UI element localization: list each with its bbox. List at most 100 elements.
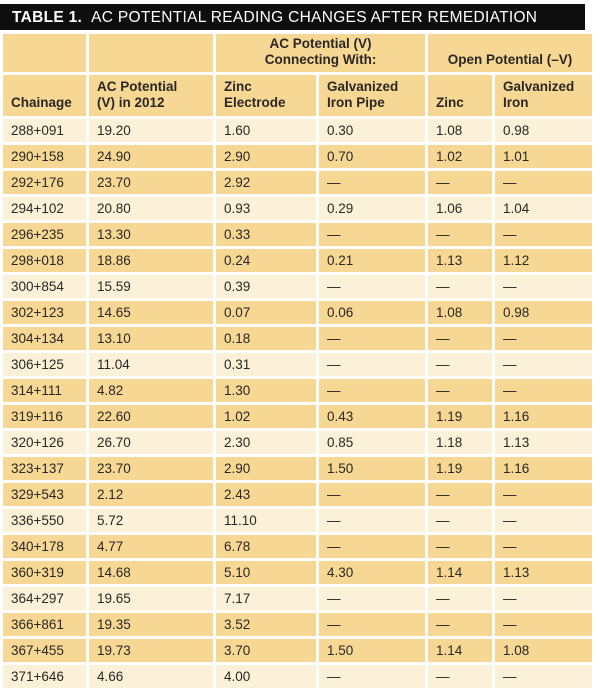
value-cell: 19.73: [89, 639, 213, 662]
value-cell: 20.80: [89, 197, 213, 220]
table-row: 296+235 13.30 0.33— — —: [3, 223, 593, 246]
value-cell: —: [428, 275, 493, 298]
value-cell: —: [495, 665, 593, 688]
value-cell: 0.39: [216, 275, 316, 298]
value-cell: 0.07: [216, 301, 316, 324]
chainage-cell: 314+111: [3, 379, 86, 402]
value-cell: 1.19: [428, 405, 493, 428]
column-header-zinc: Zinc: [428, 75, 493, 116]
value-cell: 11.04: [89, 353, 213, 376]
value-cell: 1.12: [495, 249, 593, 272]
value-cell: —: [319, 171, 426, 194]
value-cell: 1.50: [319, 457, 426, 480]
value-cell: —: [428, 379, 493, 402]
value-cell: 0.33: [216, 223, 316, 246]
value-cell: —: [319, 509, 426, 532]
value-cell: —: [428, 665, 493, 688]
value-cell: —: [319, 613, 426, 636]
value-cell: 0.18: [216, 327, 316, 350]
value-cell: —: [495, 353, 593, 376]
table-row: 306+125 11.04 0.31— — —: [3, 353, 593, 376]
chainage-cell: 340+178: [3, 535, 86, 558]
chainage-cell: 320+126: [3, 431, 86, 454]
value-cell: —: [495, 379, 593, 402]
table-row: 298+018 18.86 0.24 0.21 1.13 1.12: [3, 249, 593, 272]
value-cell: 18.86: [89, 249, 213, 272]
value-cell: —: [495, 587, 593, 610]
value-cell: 1.08: [428, 301, 493, 324]
chainage-cell: 364+297: [3, 587, 86, 610]
chainage-cell: 371+646: [3, 665, 86, 688]
chainage-cell: 319+116: [3, 405, 86, 428]
column-header-row: Chainage AC Potential (V) in 2012 Zinc E…: [3, 75, 593, 116]
value-cell: —: [495, 483, 593, 506]
table-header: AC Potential (V) Connecting With: Open P…: [3, 34, 593, 116]
value-cell: 0.24: [216, 249, 316, 272]
table-row: 292+176 23.70 2.92— — —: [3, 171, 593, 194]
value-cell: 1.60: [216, 119, 316, 142]
value-cell: —: [495, 327, 593, 350]
table-row: 360+319 14.68 5.10 4.30 1.14 1.13: [3, 561, 593, 584]
value-cell: 19.35: [89, 613, 213, 636]
value-cell: 1.14: [428, 639, 493, 662]
value-cell: —: [319, 587, 426, 610]
group-header-empty-chainage: [3, 34, 86, 72]
chainage-cell: 300+854: [3, 275, 86, 298]
value-cell: 14.65: [89, 301, 213, 324]
chainage-cell: 294+102: [3, 197, 86, 220]
table-row: 302+123 14.65 0.07 0.06 1.08 0.98: [3, 301, 593, 324]
table-title-text: AC POTENTIAL READING CHANGES AFTER REMED…: [91, 9, 538, 26]
value-cell: —: [319, 379, 426, 402]
value-cell: —: [428, 327, 493, 350]
chainage-cell: 304+134: [3, 327, 86, 350]
value-cell: 1.16: [495, 457, 593, 480]
value-cell: —: [319, 665, 426, 688]
column-header-galvanized-iron-pipe: Galvanized Iron Pipe: [319, 75, 426, 116]
column-header-zinc-electrode: Zinc Electrode: [216, 75, 316, 116]
group-header-open-potential: Open Potential (–V): [428, 34, 593, 72]
table-row: 340+178 4.77 6.78— — —: [3, 535, 593, 558]
value-cell: 26.70: [89, 431, 213, 454]
table-row: 323+137 23.70 2.90 1.50 1.19 1.16: [3, 457, 593, 480]
table-row: 329+543 2.12 2.43— — —: [3, 483, 593, 506]
value-cell: 6.78: [216, 535, 316, 558]
value-cell: 1.14: [428, 561, 493, 584]
value-cell: —: [428, 171, 493, 194]
value-cell: 0.31: [216, 353, 316, 376]
chainage-cell: 298+018: [3, 249, 86, 272]
value-cell: 0.70: [319, 145, 426, 168]
chainage-cell: 367+455: [3, 639, 86, 662]
value-cell: —: [428, 353, 493, 376]
value-cell: 1.08: [495, 639, 593, 662]
value-cell: —: [495, 613, 593, 636]
value-cell: —: [428, 483, 493, 506]
value-cell: 5.10: [216, 561, 316, 584]
value-cell: —: [428, 535, 493, 558]
value-cell: 0.98: [495, 119, 593, 142]
value-cell: 4.30: [319, 561, 426, 584]
value-cell: 0.30: [319, 119, 426, 142]
value-cell: —: [495, 535, 593, 558]
value-cell: —: [319, 483, 426, 506]
value-cell: —: [428, 613, 493, 636]
value-cell: 1.50: [319, 639, 426, 662]
chainage-cell: 360+319: [3, 561, 86, 584]
value-cell: —: [319, 535, 426, 558]
chainage-cell: 288+091: [3, 119, 86, 142]
value-cell: 3.70: [216, 639, 316, 662]
value-cell: —: [495, 275, 593, 298]
value-cell: 22.60: [89, 405, 213, 428]
value-cell: —: [495, 509, 593, 532]
value-cell: 23.70: [89, 457, 213, 480]
value-cell: 4.66: [89, 665, 213, 688]
column-header-chainage: Chainage: [3, 75, 86, 116]
chainage-cell: 329+543: [3, 483, 86, 506]
value-cell: 4.00: [216, 665, 316, 688]
table-row: 367+455 19.73 3.70 1.50 1.14 1.08: [3, 639, 593, 662]
value-cell: 7.17: [216, 587, 316, 610]
value-cell: —: [319, 327, 426, 350]
table-title-bar: TABLE 1. AC POTENTIAL READING CHANGES AFT…: [0, 4, 585, 30]
value-cell: 2.30: [216, 431, 316, 454]
value-cell: 1.16: [495, 405, 593, 428]
